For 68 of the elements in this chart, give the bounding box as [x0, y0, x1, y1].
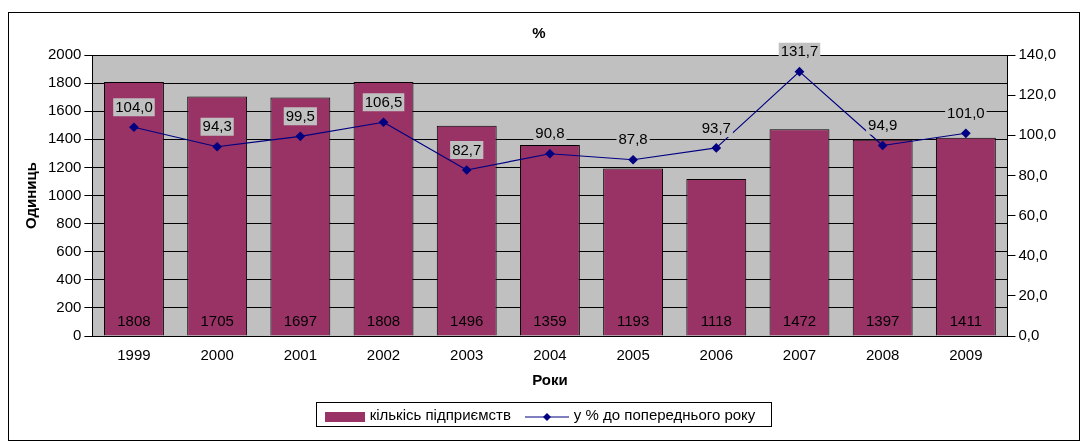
x-axis-title: Роки — [532, 371, 568, 389]
point — [295, 131, 305, 141]
data-label: 104,0 — [115, 97, 153, 115]
y-tick-label: 1800 — [47, 73, 82, 91]
y2-tick-label: 100,0 — [1018, 125, 1057, 143]
y-tick-label: 1600 — [47, 101, 82, 119]
data-label: 1697 — [283, 312, 318, 330]
y2-tick-label: 140,0 — [1018, 45, 1057, 63]
y-tick-label: 800 — [56, 213, 82, 231]
data-label: 93,7 — [701, 118, 731, 136]
data-label: 99,5 — [285, 106, 315, 124]
x-tick-label: 2006 — [699, 346, 733, 364]
y2-tick-label: 0,0 — [1018, 326, 1040, 344]
x-tick-label: 2007 — [782, 346, 817, 364]
y-tick-label: 1000 — [47, 185, 82, 203]
x-tick-label: 2008 — [865, 346, 900, 364]
point — [378, 117, 389, 127]
data-label: 1411 — [949, 312, 982, 330]
data-label: 101,0 — [947, 103, 985, 121]
y-tick-label: 1200 — [47, 157, 82, 175]
point — [212, 142, 222, 152]
y-tick-label: 2000 — [47, 45, 82, 63]
point — [878, 140, 888, 151]
data-label: 1496 — [450, 312, 484, 330]
y-axis-title: Одиниць — [22, 162, 40, 229]
x-tick-label: 2001 — [283, 346, 318, 364]
y-tick-label: 400 — [56, 269, 82, 287]
x-tick-label: 2005 — [616, 346, 650, 364]
y2-tick-label: 60,0 — [1018, 205, 1048, 223]
data-label: 1705 — [200, 312, 234, 330]
point — [545, 149, 555, 159]
point — [794, 67, 805, 77]
data-label: 1808 — [117, 312, 151, 330]
y-tick-label: 0 — [73, 326, 82, 344]
x-tick-label: 2002 — [366, 346, 401, 364]
y-tick-label: 200 — [56, 298, 82, 316]
data-label: 1808 — [366, 312, 401, 330]
y-tick-label: 1400 — [47, 129, 82, 147]
data-label: 94,9 — [868, 116, 898, 134]
point — [711, 143, 721, 153]
data-label: 1193 — [616, 312, 650, 330]
data-label: 1359 — [533, 312, 567, 330]
chart-title: % — [532, 24, 546, 42]
y2-tick-label: 20,0 — [1018, 286, 1048, 303]
data-label: 90,8 — [535, 124, 565, 142]
data-label: 1472 — [782, 312, 817, 330]
data-label: 131,7 — [780, 42, 819, 60]
data-label: 94,3 — [202, 117, 232, 135]
data-label: 106,5 — [364, 92, 403, 110]
point — [462, 165, 472, 175]
point — [628, 155, 638, 165]
data-label: 1118 — [700, 312, 732, 330]
y2-tick-label: 80,0 — [1018, 165, 1048, 183]
data-label: 1397 — [865, 312, 900, 330]
legend-label: у % до попереднього року — [573, 406, 756, 423]
x-tick-label: 2003 — [450, 346, 484, 364]
x-tick-label: 2000 — [200, 346, 234, 364]
y2-tick-label: 40,0 — [1018, 245, 1048, 263]
x-tick-label: 1999 — [117, 346, 151, 364]
legend-label: кількісь підприємств — [369, 406, 511, 423]
x-tick-label: 2004 — [533, 346, 567, 364]
point — [961, 128, 971, 138]
data-label: 82,7 — [452, 140, 482, 158]
y-tick-label: 600 — [56, 241, 82, 259]
data-label: 87,8 — [618, 130, 648, 148]
x-tick-label: 2009 — [949, 346, 983, 364]
y2-tick-label: 120,0 — [1018, 85, 1057, 103]
point — [129, 122, 139, 132]
